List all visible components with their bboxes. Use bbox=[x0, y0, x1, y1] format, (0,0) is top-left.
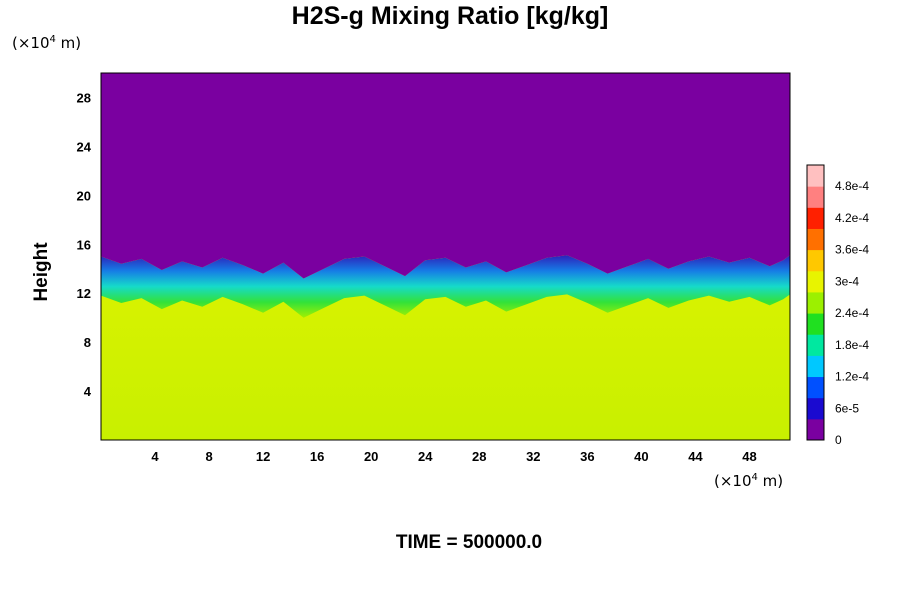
x-tick-label: 24 bbox=[418, 449, 433, 464]
colorbar-swatch bbox=[807, 397, 824, 420]
x-axis-unit: (×104 m) bbox=[714, 472, 784, 490]
x-tick-label: 8 bbox=[205, 449, 212, 464]
colorbar-tick-label: 3.6e-4 bbox=[835, 243, 869, 257]
colorbar-tick-label: 6e-5 bbox=[835, 401, 859, 415]
y-tick-label: 12 bbox=[77, 286, 91, 301]
interface-mixing-layer bbox=[101, 255, 790, 318]
colorbar-tick-label: 4.2e-4 bbox=[835, 211, 869, 225]
colorbar-swatch bbox=[807, 313, 824, 335]
x-tick-label: 32 bbox=[526, 449, 540, 464]
x-tick-label: 44 bbox=[688, 449, 703, 464]
y-tick-label: 16 bbox=[77, 237, 91, 252]
x-tick-label: 20 bbox=[364, 449, 378, 464]
colorbar-swatch bbox=[807, 291, 824, 314]
time-label: TIME = 500000.0 bbox=[395, 532, 543, 553]
field-upper-region bbox=[101, 73, 790, 279]
colorbar-tick-label: 1.8e-4 bbox=[835, 338, 869, 352]
colorbar-tick-label: 4.8e-4 bbox=[835, 179, 869, 193]
x-tick-label: 28 bbox=[472, 449, 486, 464]
colorbar-swatch bbox=[807, 228, 824, 251]
colorbar-swatch bbox=[807, 334, 824, 356]
x-tick-label: 40 bbox=[634, 449, 648, 464]
x-tick-label: 16 bbox=[310, 449, 324, 464]
x-axis: 4 8 12 16 20 24 28 32 36 40 44 48 bbox=[151, 449, 756, 464]
plot-frame bbox=[100, 72, 791, 441]
colorbar-swatch bbox=[807, 249, 824, 272]
y-tick-label: 8 bbox=[84, 335, 91, 350]
colorbar-tick-label: 2.4e-4 bbox=[835, 306, 869, 320]
x-tick-label: 36 bbox=[580, 449, 594, 464]
colorbar-swatch bbox=[807, 376, 824, 399]
colorbar-frame bbox=[806, 164, 825, 441]
y-tick-label: 24 bbox=[77, 139, 92, 154]
colorbar-swatch bbox=[807, 207, 824, 229]
x-tick-label: 12 bbox=[256, 449, 270, 464]
colorbar-tick-label: 3e-4 bbox=[835, 274, 859, 288]
colorbar-swatch bbox=[807, 418, 824, 441]
colorbar-swatch bbox=[807, 186, 824, 208]
colorbar-tick-label: 0 bbox=[835, 433, 842, 447]
colorbar-swatch bbox=[807, 355, 824, 378]
colorbar-swatch bbox=[807, 270, 824, 293]
colorbar: 0 6e-5 1.2e-4 1.8e-4 2.4e-4 3e-4 3.6e-4 4.2e-4 4… bbox=[806, 164, 869, 447]
x-tick-label: 48 bbox=[742, 449, 756, 464]
colorbar-tick-label: 1.2e-4 bbox=[835, 370, 869, 384]
y-tick-label: 20 bbox=[77, 188, 91, 203]
colorbar-swatch bbox=[807, 165, 824, 187]
y-axis: 4 8 12 16 20 24 28 bbox=[77, 90, 92, 399]
heatmap-field bbox=[101, 73, 790, 440]
y-axis-unit: (×104 m) bbox=[12, 34, 82, 52]
y-tick-label: 28 bbox=[77, 90, 91, 105]
y-tick-label: 4 bbox=[84, 384, 92, 399]
chart-title: H2S-g Mixing Ratio [kg/kg] bbox=[291, 2, 609, 30]
x-tick-label: 4 bbox=[151, 449, 159, 464]
